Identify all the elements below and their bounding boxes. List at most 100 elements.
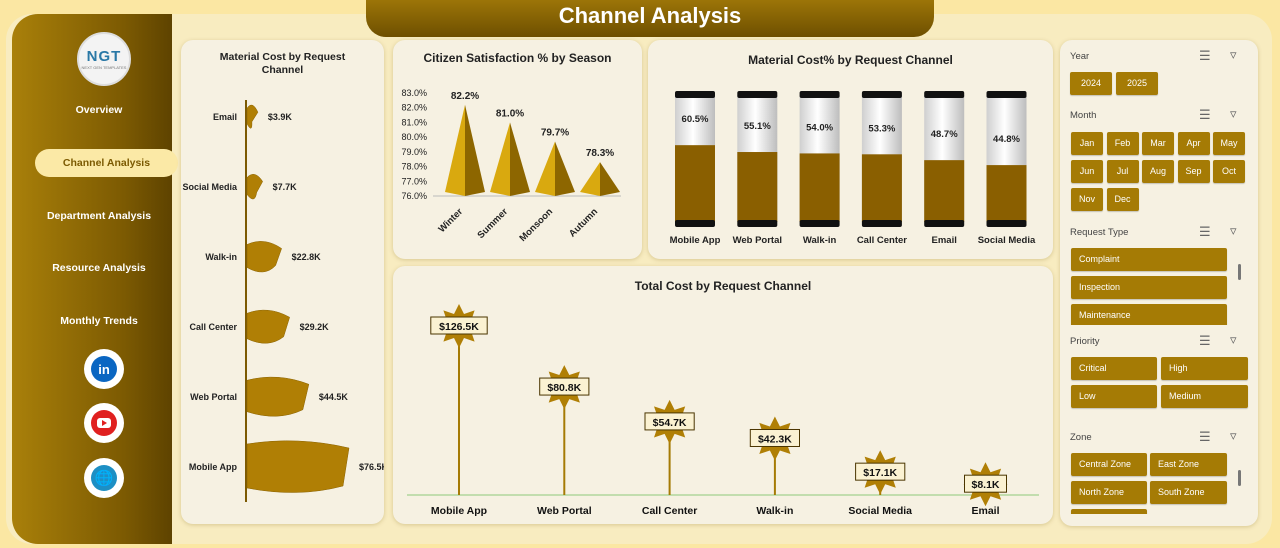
youtube-icon xyxy=(91,410,117,436)
bar-cap-top xyxy=(861,91,902,98)
clear-filter-icon[interactable]: ▿ xyxy=(1230,223,1237,238)
priority-medium[interactable]: Medium xyxy=(1161,385,1248,408)
zone-south[interactable]: South Zone xyxy=(1150,481,1227,504)
month-slicer-label: Month xyxy=(1070,110,1097,121)
year-2025[interactable]: 2025 xyxy=(1116,72,1158,95)
nav-department-analysis[interactable]: Department Analysis xyxy=(46,210,152,222)
category-label: Mobile App xyxy=(189,462,238,472)
month-jul[interactable]: Jul xyxy=(1106,160,1139,183)
nav-monthly-trends[interactable]: Monthly Trends xyxy=(60,315,138,327)
month-oct[interactable]: Oct xyxy=(1213,160,1245,183)
bar-cap-bottom xyxy=(799,220,840,227)
category-label: Summer xyxy=(475,206,510,241)
nav-resource-analysis[interactable]: Resource Analysis xyxy=(52,262,146,274)
data-label-box xyxy=(430,316,488,335)
category-label: Email xyxy=(213,112,237,122)
bar xyxy=(445,104,465,196)
bar-cap-bottom xyxy=(986,220,1027,227)
category-label: Walk-in xyxy=(756,505,793,517)
request-type-maintenance[interactable]: Maintenance xyxy=(1071,304,1227,325)
sidebar: NGT NEXT GEN TEMPLATES Overview Channel … xyxy=(12,14,178,544)
priority-low[interactable]: Low xyxy=(1071,385,1157,408)
zone-central[interactable]: Central Zone xyxy=(1071,453,1147,476)
month-feb[interactable]: Feb xyxy=(1106,132,1139,155)
bar-shadow xyxy=(465,104,485,196)
data-label-box xyxy=(749,428,800,447)
zone-more[interactable] xyxy=(1071,509,1147,514)
y-tick-label: 82.0% xyxy=(401,103,427,113)
material-cost-card: Material Cost by Request Channel Email $3… xyxy=(181,40,384,524)
multi-select-icon[interactable]: ☰ xyxy=(1199,224,1211,239)
category-label: Social Media xyxy=(978,235,1036,246)
data-label: 48.7% xyxy=(931,129,958,140)
data-label: $54.7K xyxy=(653,417,687,429)
zone-slicer-label: Zone xyxy=(1070,432,1092,443)
request-type-inspection[interactable]: Inspection xyxy=(1071,276,1227,299)
priority-high[interactable]: High xyxy=(1161,357,1248,380)
zone-scrollbar[interactable] xyxy=(1238,470,1241,486)
request-type-complaint[interactable]: Complaint xyxy=(1071,248,1227,271)
month-aug[interactable]: Aug xyxy=(1142,160,1174,183)
category-label: Email xyxy=(971,505,999,517)
clear-filter-icon[interactable]: ▿ xyxy=(1230,332,1237,347)
clear-filter-icon[interactable]: ▿ xyxy=(1230,428,1237,443)
multi-select-icon[interactable]: ☰ xyxy=(1199,48,1211,63)
y-tick-label: 77.0% xyxy=(401,176,427,186)
data-label: $76.5K xyxy=(359,462,384,472)
category-label: Call Center xyxy=(857,235,907,246)
clear-filter-icon[interactable]: ▿ xyxy=(1230,106,1237,121)
website-button[interactable]: 🌐 xyxy=(84,458,124,498)
bar xyxy=(861,154,902,222)
bar-cap-top xyxy=(924,91,965,98)
bar xyxy=(986,165,1027,222)
data-label: $22.8K xyxy=(292,252,322,262)
data-label: $17.1K xyxy=(863,467,897,479)
multi-select-icon[interactable]: ☰ xyxy=(1199,333,1211,348)
bar xyxy=(799,153,840,222)
month-jun[interactable]: Jun xyxy=(1071,160,1103,183)
data-label: $44.5K xyxy=(319,392,349,402)
satisfaction-chart: 76.0% 77.0% 78.0% 79.0% 80.0% 81.0% 82.0% 83.0%… xyxy=(401,88,621,244)
category-label: Web Portal xyxy=(537,505,592,517)
nav-channel-analysis[interactable]: Channel Analysis xyxy=(35,149,178,177)
data-label: 44.8% xyxy=(993,134,1020,145)
category-label: Walk-in xyxy=(205,252,237,262)
data-label: 82.2% xyxy=(451,91,479,102)
request-type-list: Complaint Inspection Maintenance xyxy=(1060,247,1258,325)
request-type-scrollbar[interactable] xyxy=(1238,264,1241,280)
month-apr[interactable]: Apr xyxy=(1177,132,1210,155)
zone-east[interactable]: East Zone xyxy=(1150,453,1227,476)
month-sep[interactable]: Sep xyxy=(1177,160,1210,183)
bar-cap-top xyxy=(986,91,1027,98)
filter-panel: Year ☰ ▿ 2024 2025 Month ☰ ▿ Jan Feb Mar Ap… xyxy=(1060,40,1258,526)
request-type-slicer-label: Request Type xyxy=(1070,227,1129,238)
zone-north[interactable]: North Zone xyxy=(1071,481,1147,504)
bar xyxy=(580,162,600,196)
month-nov[interactable]: Nov xyxy=(1071,188,1103,211)
bar-shadow xyxy=(555,141,575,196)
year-2024[interactable]: 2024 xyxy=(1070,72,1112,95)
bar xyxy=(246,440,350,493)
category-label: Social Media xyxy=(848,505,912,517)
category-label: Email xyxy=(932,235,957,246)
youtube-button[interactable] xyxy=(84,403,124,443)
category-label: Call Center xyxy=(642,505,697,517)
multi-select-icon[interactable]: ☰ xyxy=(1199,429,1211,444)
bar xyxy=(490,122,510,196)
month-may[interactable]: May xyxy=(1213,132,1245,155)
linkedin-button[interactable]: in xyxy=(84,349,124,389)
priority-critical[interactable]: Critical xyxy=(1071,357,1157,380)
bar xyxy=(737,152,778,222)
bar-cap-bottom xyxy=(924,220,965,227)
nav-overview[interactable]: Overview xyxy=(75,104,123,116)
month-jan[interactable]: Jan xyxy=(1071,132,1103,155)
clear-filter-icon[interactable]: ▿ xyxy=(1230,47,1237,62)
month-dec[interactable]: Dec xyxy=(1106,188,1139,211)
satisfaction-card: Citizen Satisfaction % by Season 76.0% 77… xyxy=(393,40,642,259)
month-mar[interactable]: Mar xyxy=(1142,132,1174,155)
multi-select-icon[interactable]: ☰ xyxy=(1199,107,1211,122)
category-label: Monsoon xyxy=(517,206,555,244)
y-tick-label: 79.0% xyxy=(401,147,427,157)
data-label: 55.1% xyxy=(744,121,771,132)
bar-cap-bottom xyxy=(675,220,715,227)
